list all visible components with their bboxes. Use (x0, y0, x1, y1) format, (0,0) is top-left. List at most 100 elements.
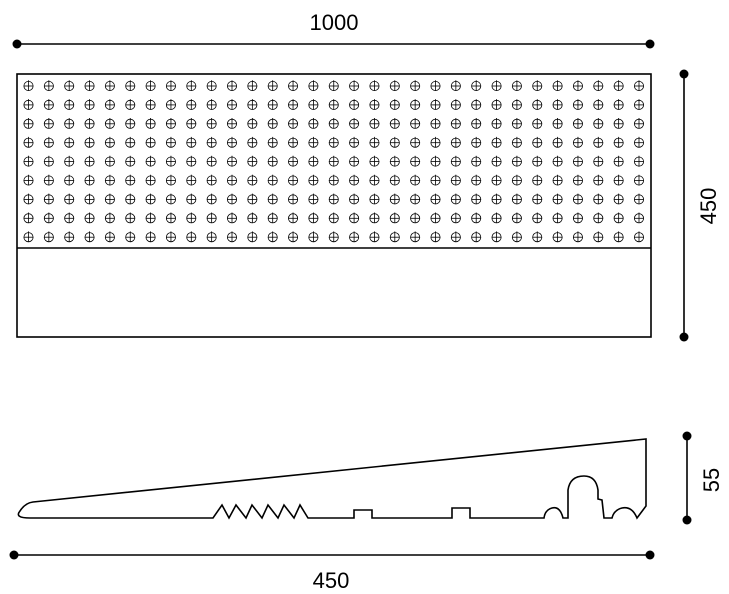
top-view-outline (16, 73, 652, 338)
stud (206, 80, 217, 92)
stud (410, 99, 421, 110)
stud (125, 231, 136, 243)
stud (43, 99, 54, 110)
stud (104, 80, 115, 92)
stud (634, 193, 645, 205)
stud (471, 99, 482, 110)
stud (84, 174, 95, 186)
stud (552, 118, 563, 129)
stud (206, 174, 217, 186)
stud (389, 136, 400, 148)
stud (247, 136, 258, 148)
stud (145, 174, 156, 186)
stud (532, 136, 543, 148)
stud (23, 231, 34, 243)
profile-height-label: 55 (699, 468, 724, 492)
stud (511, 212, 522, 224)
stud (349, 99, 360, 110)
stud (43, 118, 54, 129)
stud (247, 193, 258, 205)
stud (593, 136, 604, 148)
stud (43, 136, 54, 148)
stud (634, 174, 645, 186)
stud (64, 231, 75, 243)
stud-grid (23, 80, 645, 243)
stud (226, 231, 237, 243)
stud (186, 193, 197, 205)
bottom-dimension-start-dot (9, 550, 19, 560)
stud (247, 118, 258, 129)
stud (511, 231, 522, 243)
stud (593, 174, 604, 186)
stud (247, 155, 258, 167)
stud (369, 193, 380, 205)
side-height-label: 450 (696, 188, 721, 225)
stud (328, 155, 339, 167)
stud (288, 99, 299, 110)
stud (247, 231, 258, 243)
stud (532, 193, 543, 205)
stud (206, 231, 217, 243)
stud (165, 174, 176, 186)
stud (328, 212, 339, 224)
stud (471, 136, 482, 148)
stud (450, 80, 461, 92)
stud (471, 118, 482, 129)
stud (491, 212, 502, 224)
stud (288, 80, 299, 92)
stud (23, 155, 34, 167)
stud (593, 231, 604, 243)
stud (288, 136, 299, 148)
stud (165, 136, 176, 148)
stud (613, 80, 624, 92)
stud (410, 174, 421, 186)
top-dimension-start-dot (12, 39, 22, 49)
stud (247, 174, 258, 186)
stud (613, 99, 624, 110)
stud (165, 231, 176, 243)
stud (226, 155, 237, 167)
stud (308, 80, 319, 92)
stud (471, 193, 482, 205)
stud (267, 136, 278, 148)
stud (410, 118, 421, 129)
stud (572, 174, 583, 186)
stud (613, 193, 624, 205)
stud (593, 155, 604, 167)
stud (328, 136, 339, 148)
stud (471, 212, 482, 224)
top-view (16, 73, 652, 338)
stud (369, 118, 380, 129)
stud (308, 231, 319, 243)
stud (226, 99, 237, 110)
stud (511, 99, 522, 110)
stud (165, 155, 176, 167)
stud (491, 231, 502, 243)
stud (145, 212, 156, 224)
stud (125, 155, 136, 167)
stud (552, 80, 563, 92)
stud (389, 193, 400, 205)
stud (165, 212, 176, 224)
stud (613, 231, 624, 243)
stud (165, 99, 176, 110)
stud (23, 193, 34, 205)
stud (23, 80, 34, 92)
stud (369, 99, 380, 110)
stud (369, 136, 380, 148)
stud (288, 231, 299, 243)
stud (430, 193, 441, 205)
profile-outline (17, 438, 647, 520)
stud (634, 155, 645, 167)
stud (84, 212, 95, 224)
stud (328, 193, 339, 205)
stud (430, 99, 441, 110)
stud (226, 193, 237, 205)
stud (186, 80, 197, 92)
stud (206, 212, 217, 224)
stud (104, 155, 115, 167)
stud (84, 80, 95, 92)
stud (43, 193, 54, 205)
stud (349, 80, 360, 92)
top-dimension-end-dot (645, 39, 655, 49)
